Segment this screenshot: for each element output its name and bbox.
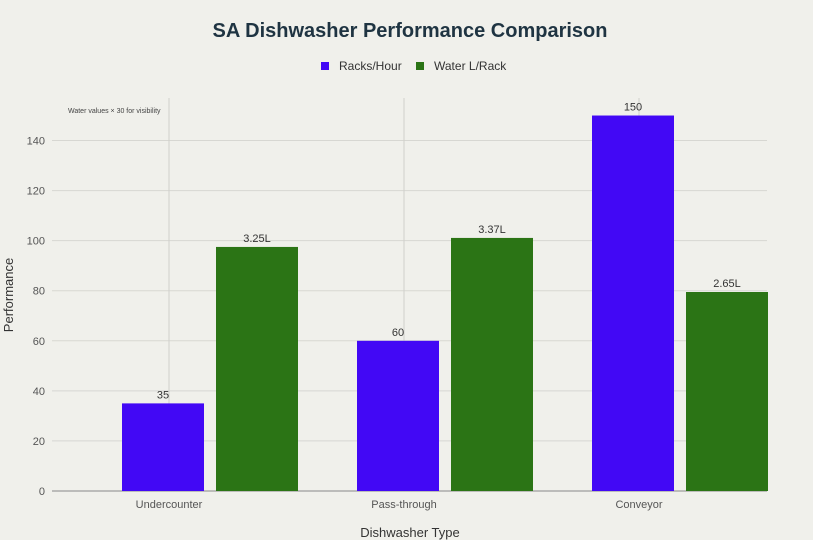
y-tick-label: 20 bbox=[33, 436, 45, 448]
x-tick-label: Pass-through bbox=[371, 499, 436, 511]
legend-label: Water L/Rack bbox=[434, 59, 507, 73]
y-tick-label: 60 bbox=[33, 336, 45, 348]
y-axis-ticks: 0 20 40 60 80 100 120 140 bbox=[27, 136, 45, 498]
x-axis-label: Dishwasher Type bbox=[360, 525, 459, 540]
chart-title: SA Dishwasher Performance Comparison bbox=[213, 20, 608, 42]
bar-water-l-rack-undercounter bbox=[216, 246, 298, 491]
legend-swatch bbox=[416, 62, 424, 70]
bar-labels: 35 3.25L 60 3.37L 150 2.65L bbox=[157, 102, 741, 402]
y-tick-label: 80 bbox=[33, 286, 45, 298]
y-tick-label: 40 bbox=[33, 386, 45, 398]
bar-racks-hour-pass-through bbox=[357, 340, 439, 491]
bar-water-l-rack-conveyor bbox=[686, 291, 768, 491]
chart-annotation: Water values × 30 for visibility bbox=[68, 108, 161, 115]
bar-value-label: 3.25L bbox=[243, 233, 271, 245]
y-tick-label: 100 bbox=[27, 236, 45, 248]
bar-racks-hour-undercounter bbox=[122, 403, 204, 491]
legend-swatch bbox=[321, 62, 329, 70]
bar-value-label: 35 bbox=[157, 389, 169, 401]
bar-value-label: 60 bbox=[392, 327, 404, 339]
legend: Racks/Hour Water L/Rack bbox=[321, 59, 507, 73]
bar-water-l-rack-pass-through bbox=[451, 237, 533, 491]
y-tick-label: 120 bbox=[27, 186, 45, 198]
y-tick-label: 0 bbox=[39, 486, 45, 498]
bar-value-label: 3.37L bbox=[478, 224, 506, 236]
x-axis-ticks: Undercounter Pass-through Conveyor bbox=[136, 499, 663, 511]
y-tick-label: 140 bbox=[27, 136, 45, 148]
x-tick-label: Undercounter bbox=[136, 499, 203, 511]
bar-value-label: 150 bbox=[624, 102, 642, 114]
bar-value-label: 2.65L bbox=[713, 278, 741, 290]
bar-racks-hour-conveyor bbox=[592, 115, 674, 492]
bars bbox=[122, 115, 768, 492]
legend-label: Racks/Hour bbox=[339, 59, 402, 73]
x-tick-label: Conveyor bbox=[615, 499, 662, 511]
y-axis-label: Performance bbox=[1, 258, 16, 332]
